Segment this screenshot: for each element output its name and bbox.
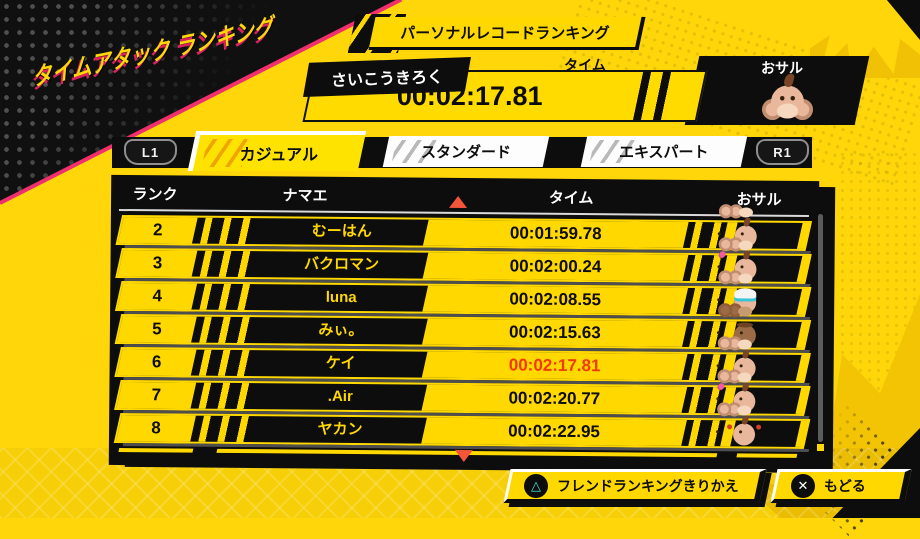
table-row[interactable]: 3 バクロマン 00:02:00.24 [115,237,812,284]
player-name: みぃ。 [318,321,364,340]
rank-value: 5 [152,319,162,339]
table-row[interactable]: 5 みぃ。 00:02:15.63 [114,303,812,350]
stripe-decoration [199,217,262,245]
player-name: ケイ [325,354,356,373]
time-value: 00:02:20.77 [508,388,601,409]
l1-button[interactable]: L1 [124,139,177,165]
stripe-decoration [199,250,262,278]
column-header-rank: ランク [132,186,178,204]
time-value: 00:02:15.63 [508,322,601,343]
scroll-up-icon[interactable] [449,195,468,209]
time-value: 00:01:59.78 [509,223,602,244]
rank-value: 7 [151,385,162,405]
stripe-decoration [199,316,261,344]
tab-casual[interactable]: カジュアル [187,131,367,171]
friend-ranking-toggle-label: フレンドランキングきりかえ [557,477,739,494]
cross-button-icon: ✕ [791,473,816,498]
rank-value: 3 [152,253,163,273]
friend-ranking-toggle-button[interactable]: △ フレンドランキングきりかえ [503,469,767,503]
personal-record-banner: パーソナルレコードランキング [368,17,646,50]
table-row[interactable]: 4 luna 00:02:08.55 [114,270,812,317]
back-label: もどる [824,477,866,494]
black-corner-top-right [886,0,920,40]
tab-expert[interactable]: エキスパート [580,136,748,167]
player-name: ヤカン [317,420,363,439]
tab-standard[interactable]: スタンダード [382,136,550,167]
table-row[interactable]: 2 むーはん 00:01:59.78 [115,204,813,251]
time-value: 00:02:17.81 [508,355,601,376]
best-record-label-plate: さいこうきろく [303,57,471,97]
column-header-monkey: おサル [736,191,782,209]
ranking-rows: 2 むーはん 00:01:59.78 3 バクロマン 00:02:00.24 4 [113,204,813,460]
player-name: .Air [327,387,353,406]
monkey-avatar-icon [762,72,813,123]
stripe-decoration [198,382,261,410]
rank-value: 4 [152,286,163,306]
rank-value: 8 [151,418,161,438]
r1-button[interactable]: R1 [756,139,809,165]
time-value: 00:02:22.95 [508,421,600,442]
time-value: 00:02:08.55 [509,289,602,310]
rank-value: 2 [152,220,163,240]
player-name: バクロマン [303,255,380,274]
table-scrollbar[interactable] [818,214,823,442]
table-row[interactable]: 6 ケイ 00:02:17.81 [114,336,811,383]
player-name: むーはん [311,222,372,241]
rank-value: 6 [151,352,162,372]
stripe-decoration [198,349,261,377]
scroll-down-icon[interactable] [454,449,473,463]
table-row[interactable]: 8 ヤカン 00:02:22.95 [113,402,811,449]
best-record-label: さいこうきろく [330,69,444,90]
time-value: 00:02:00.24 [509,256,602,277]
ranking-table: ランク ナマエ タイム おサル 2 むーはん 00:01:59.78 3 バクロ… [108,174,820,472]
column-header-name: ナマエ [282,187,328,205]
scrollbar-nub [817,444,824,451]
back-button[interactable]: ✕ もどる [770,469,912,503]
personal-monkey-header: おサル [761,60,803,76]
stripe-decoration [198,415,260,443]
personal-record-banner-label: パーソナルレコードランキング [400,24,611,42]
column-header-time: タイム [548,189,594,208]
personal-time-header: タイム [564,57,606,73]
stripe-decoration [199,283,262,311]
triangle-button-icon: △ [524,473,549,498]
player-name: luna [325,288,357,307]
table-row[interactable]: 7 .Air 00:02:20.77 [114,369,811,416]
